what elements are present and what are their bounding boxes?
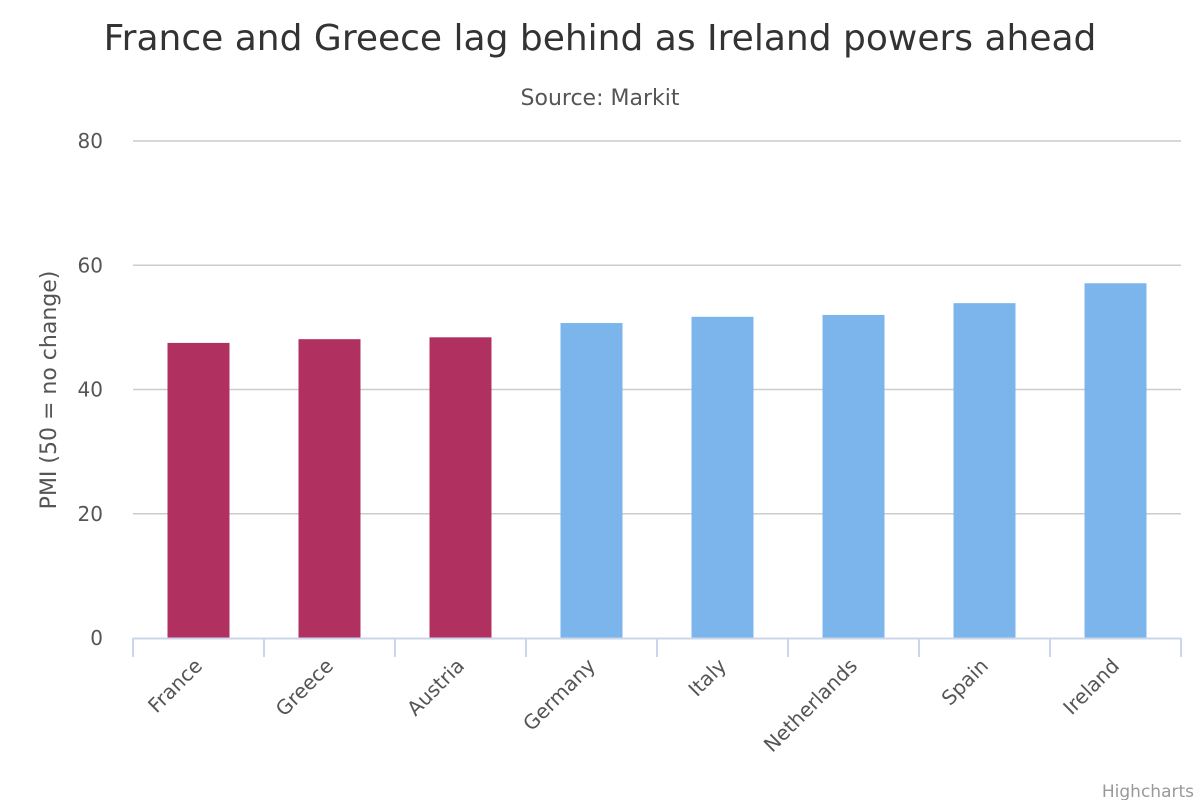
y-tick-label: 0 bbox=[90, 626, 103, 650]
y-tick-label: 60 bbox=[78, 253, 103, 277]
chart-title: France and Greece lag behind as Ireland … bbox=[104, 18, 1097, 59]
bar-series bbox=[167, 283, 1147, 638]
y-tick-label: 40 bbox=[78, 378, 103, 402]
x-tick-label: Ireland bbox=[1058, 654, 1124, 720]
x-axis bbox=[132, 637, 1182, 657]
x-tick-label: Greece bbox=[271, 654, 338, 721]
x-tick-label: Austria bbox=[402, 654, 469, 721]
bar-france[interactable] bbox=[167, 342, 230, 638]
x-tick-label: Germany bbox=[518, 653, 600, 735]
bar-spain[interactable] bbox=[953, 303, 1016, 638]
x-tick-label: Italy bbox=[683, 653, 731, 701]
x-axis-tick-labels: France Greece Austria Germany Italy Netherlan… bbox=[143, 653, 1124, 756]
bar-greece[interactable] bbox=[298, 339, 361, 638]
chart-subtitle: Source: Markit bbox=[521, 86, 680, 111]
bar-germany[interactable] bbox=[560, 323, 623, 638]
bar-ireland[interactable] bbox=[1084, 283, 1147, 638]
y-tick-label: 20 bbox=[78, 502, 103, 526]
x-tick-label: Netherlands bbox=[759, 654, 862, 757]
x-tick-label: France bbox=[143, 654, 207, 718]
y-gridlines bbox=[133, 140, 1181, 515]
x-tick-label: Spain bbox=[937, 654, 993, 710]
y-axis-title: PMI (50 = no change) bbox=[37, 271, 62, 510]
y-tick-label: 80 bbox=[78, 129, 103, 153]
bar-italy[interactable] bbox=[691, 316, 754, 638]
bar-austria[interactable] bbox=[429, 337, 492, 638]
credits-link[interactable]: Highcharts bbox=[1102, 782, 1194, 800]
bar-netherlands[interactable] bbox=[822, 314, 885, 638]
y-axis-tick-labels: 0 20 40 60 80 bbox=[78, 129, 103, 650]
